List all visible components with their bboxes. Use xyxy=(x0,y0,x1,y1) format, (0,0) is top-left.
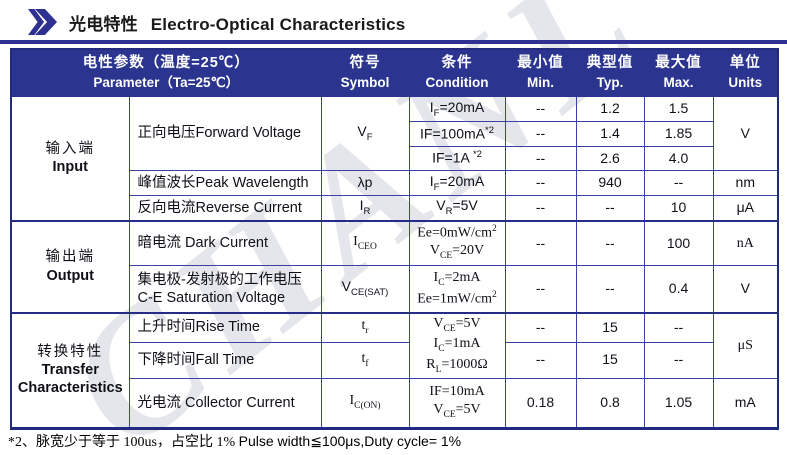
col-header-parameter: 电性参数（温度=25℃） Parameter（Ta=25℃） xyxy=(10,48,322,97)
title-zh: 光电特性 xyxy=(69,14,138,34)
param-cell: 光电流 Collector Current xyxy=(128,377,322,429)
param-cell: 下降时间Fall Time xyxy=(128,341,322,379)
col-header-units: 单位 Units xyxy=(712,48,779,97)
symbol-cell: VCE(SAT) xyxy=(320,265,410,313)
param-cell: 暗电流 Dark Current xyxy=(128,219,322,266)
min-cell: -- xyxy=(504,219,577,266)
col-header-max: 最大值 Max. xyxy=(643,48,714,97)
min-cell: -- xyxy=(504,170,577,196)
symbol-cell: IC(ON) xyxy=(320,377,410,429)
condition-cell: IF=10mA VCE=5V xyxy=(408,377,506,429)
title-en: Electro-Optical Characteristics xyxy=(150,14,406,34)
units-cell: nA xyxy=(712,219,779,266)
title-divider xyxy=(0,40,787,44)
typ-cell: 1.2 xyxy=(575,96,645,122)
eo-characteristics-table: 电性参数（温度=25℃） Parameter（Ta=25℃） 符号 Symbol… xyxy=(10,48,780,430)
section-title: 光电特性 Electro-Optical Characteristics xyxy=(28,7,405,37)
group-cell-transfer: 转换特性 Transfer Characteristics xyxy=(10,311,130,429)
min-cell: -- xyxy=(504,121,577,147)
group-cell-input: 输入端 Input xyxy=(10,96,130,221)
typ-cell: 1.4 xyxy=(575,121,645,147)
condition-cell: IC=2mA Ee=1mW/cm2 xyxy=(408,265,506,313)
min-cell: -- xyxy=(504,341,577,379)
symbol-cell: ICEO xyxy=(320,219,410,266)
units-cell: nm xyxy=(712,170,779,196)
table-row: 输出端 Output 暗电流 Dark Current ICEO Ee=0mW/… xyxy=(10,219,779,313)
symbol-cell: tf xyxy=(320,341,410,379)
header-parameter-zh: 电性参数（温度=25℃） xyxy=(82,55,250,71)
units-cell: mA xyxy=(712,377,779,429)
table-row: IF=1A *2 -- 2.6 4.0 xyxy=(11,146,778,171)
typ-cell: 15 xyxy=(575,341,645,379)
max-cell: 0.4 xyxy=(643,265,714,313)
table-row: 峰值波长Peak Wavelength λp IF=20mA -- 940 --… xyxy=(11,170,779,196)
table-header-row: 电性参数（温度=25℃） Parameter（Ta=25℃） 符号 Symbol… xyxy=(10,48,779,97)
typ-cell: -- xyxy=(575,219,645,266)
table-row: 输入端 Input 正向电压Forward Voltage VF IF=20mA… xyxy=(10,96,779,221)
condition-cell: VCE=5V IC=1mA RL=1000Ω xyxy=(408,311,506,379)
table-row: 光电流 Collector Current IC(ON) IF=10mA VCE… xyxy=(11,377,779,429)
param-cell: 集电极-发射极的工作电压 C-E Saturation Voltage xyxy=(128,265,322,313)
table-row: IF=100mA*2 -- 1.4 1.85 xyxy=(11,121,778,147)
condition-cell: IF=1A *2 xyxy=(408,146,506,171)
max-cell: 1.85 xyxy=(643,121,714,147)
symbol-cell: IR xyxy=(320,195,410,221)
max-cell: 10 xyxy=(643,195,714,221)
symbol-cell: VF xyxy=(320,96,410,171)
footnote: *2、脉宽少于等于 100us，占空比 1% Pulse width≦100μs… xyxy=(8,431,461,451)
units-cell: V xyxy=(712,96,779,171)
param-cell: 峰值波长Peak Wavelength xyxy=(128,170,322,196)
max-cell: -- xyxy=(643,311,714,343)
max-cell: 1.5 xyxy=(643,96,714,122)
units-cell: V xyxy=(712,265,779,313)
min-cell: -- xyxy=(504,146,577,171)
max-cell: 1.05 xyxy=(643,377,714,429)
header-parameter-en: Parameter（Ta=25℃） xyxy=(93,75,240,91)
condition-cell: IF=100mA*2 xyxy=(408,121,506,147)
footnote-en: Pulse width≦100μs,Duty cycle= 1% xyxy=(238,433,462,449)
page-title: 光电特性 Electro-Optical Characteristics xyxy=(69,10,405,35)
col-header-symbol: 符号 Symbol xyxy=(320,48,410,97)
table-row: 集电极-发射极的工作电压 C-E Saturation Voltage VCE(… xyxy=(11,265,779,313)
param-cell: 反向电流Reverse Current xyxy=(128,195,322,221)
min-cell: -- xyxy=(504,96,577,122)
condition-cell: Ee=0mW/cm2 VCE=20V xyxy=(408,219,506,266)
condition-cell: IF=20mA xyxy=(408,96,506,122)
typ-cell: -- xyxy=(575,265,645,313)
min-cell: -- xyxy=(504,195,577,221)
col-header-min: 最小值 Min. xyxy=(504,48,577,97)
col-header-typ: 典型值 Typ. xyxy=(575,48,645,97)
max-cell: 4.0 xyxy=(643,146,714,171)
min-cell: 0.18 xyxy=(504,377,577,429)
typ-cell: 2.6 xyxy=(575,146,645,171)
typ-cell: -- xyxy=(575,195,645,221)
table-row: 转换特性 Transfer Characteristics 上升时间Rise T… xyxy=(10,311,779,429)
param-cell: 正向电压Forward Voltage xyxy=(128,96,322,171)
table-row: 下降时间Fall Time tf -- 15 -- xyxy=(11,341,778,379)
min-cell: -- xyxy=(504,265,577,313)
typ-cell: 15 xyxy=(575,311,645,343)
max-cell: -- xyxy=(643,341,714,379)
min-cell: -- xyxy=(504,311,577,343)
footnote-zh: *2、脉宽少于等于 100us，占空比 1% xyxy=(8,435,239,450)
col-header-condition: 条件 Condition xyxy=(408,48,506,97)
condition-cell: IF=20mA xyxy=(408,170,506,196)
units-cell: μA xyxy=(712,195,779,221)
group-cell-output: 输出端 Output xyxy=(10,219,130,313)
max-cell: 100 xyxy=(643,219,714,266)
typ-cell: 940 xyxy=(575,170,645,196)
units-cell: μS xyxy=(712,311,779,379)
typ-cell: 0.8 xyxy=(575,377,645,429)
symbol-cell: λp xyxy=(320,170,410,196)
symbol-cell: tr xyxy=(320,311,410,343)
max-cell: -- xyxy=(643,170,714,196)
param-cell: 上升时间Rise Time xyxy=(128,311,322,343)
condition-cell: VR=5V xyxy=(408,195,506,221)
